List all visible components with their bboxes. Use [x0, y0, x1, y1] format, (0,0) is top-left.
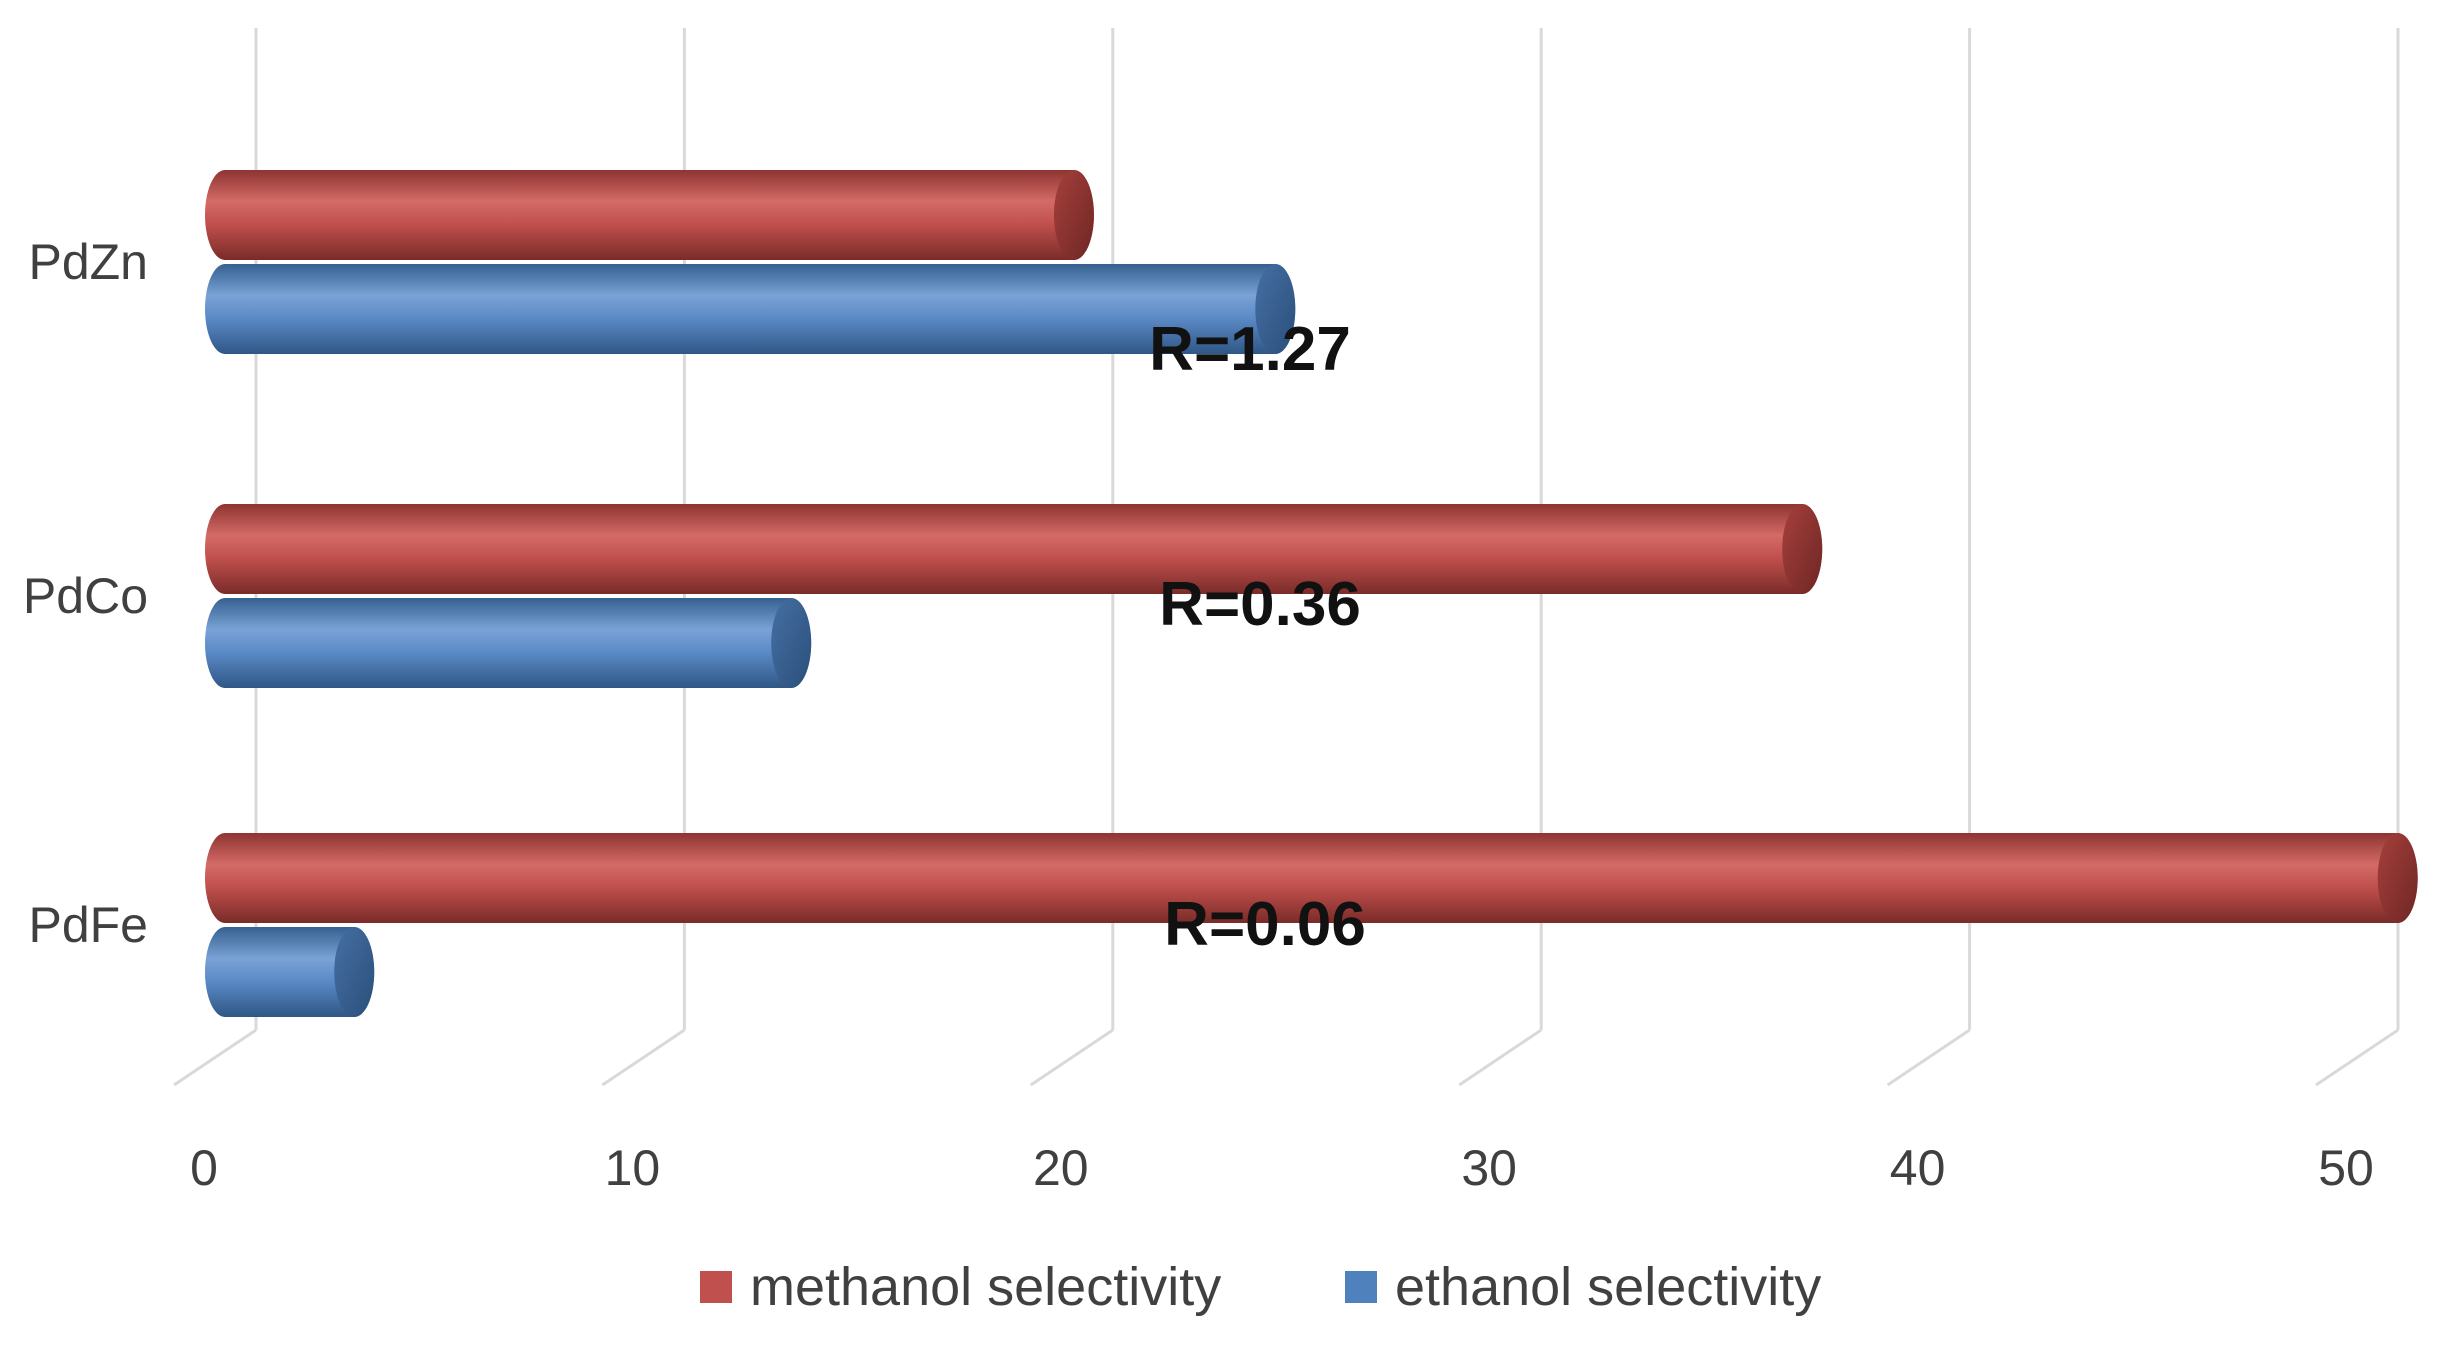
bar-body [205, 170, 1094, 261]
floor-gridline [601, 1028, 686, 1087]
x-tick-label: 20 [1033, 1140, 1089, 1196]
bar-body [205, 504, 1823, 594]
labels: 0 10 20 30 40 50 PdZn PdCo PdFe R=1.27 R=0.36 R=0.0… [23, 234, 2374, 1196]
x-tick-label: 50 [2318, 1140, 2374, 1196]
bar [205, 833, 2418, 923]
bar [205, 927, 375, 1017]
bar [205, 264, 1296, 354]
bar-body [205, 598, 812, 688]
floor-gridline [2315, 1028, 2399, 1087]
bar-cap [334, 927, 375, 1017]
bar-cap [2377, 833, 2418, 923]
legend-label: ethanol selectivity [1395, 1257, 1821, 1317]
bar-cap [771, 598, 812, 688]
bar-body [205, 833, 2418, 923]
legend-swatch [1345, 1271, 1377, 1303]
bar-body [205, 927, 375, 1017]
x-tick-label: 0 [190, 1140, 218, 1196]
category-label: PdZn [28, 234, 148, 290]
legend-label: methanol selectivity [750, 1257, 1221, 1317]
legend-swatch [700, 1271, 732, 1303]
x-tick-label: 10 [605, 1140, 661, 1196]
bar-cap [1255, 264, 1296, 354]
floor-gridline [1886, 1028, 1971, 1087]
floor-gridline [173, 1028, 257, 1087]
ratio-annotation: R=0.06 [1164, 890, 1366, 959]
bar [205, 598, 812, 688]
bar-cap [1782, 504, 1823, 594]
ratio-annotation: R=1.27 [1149, 315, 1351, 384]
x-tick-label: 30 [1461, 1140, 1517, 1196]
bar-cap [1053, 170, 1094, 260]
x-tick-label: 40 [1890, 1140, 1946, 1196]
category-label: PdCo [23, 568, 148, 624]
ratio-annotation: R=0.36 [1159, 570, 1361, 639]
floor-gridline [1458, 1028, 1543, 1087]
bar-body [205, 264, 1296, 354]
category-label: PdFe [28, 897, 148, 953]
floor-gridline [1029, 1028, 1114, 1087]
bar [205, 170, 1094, 261]
bars [205, 170, 2418, 1017]
bar [205, 504, 1823, 594]
legend: methanol selectivity ethanol selectivity [700, 1257, 1821, 1317]
